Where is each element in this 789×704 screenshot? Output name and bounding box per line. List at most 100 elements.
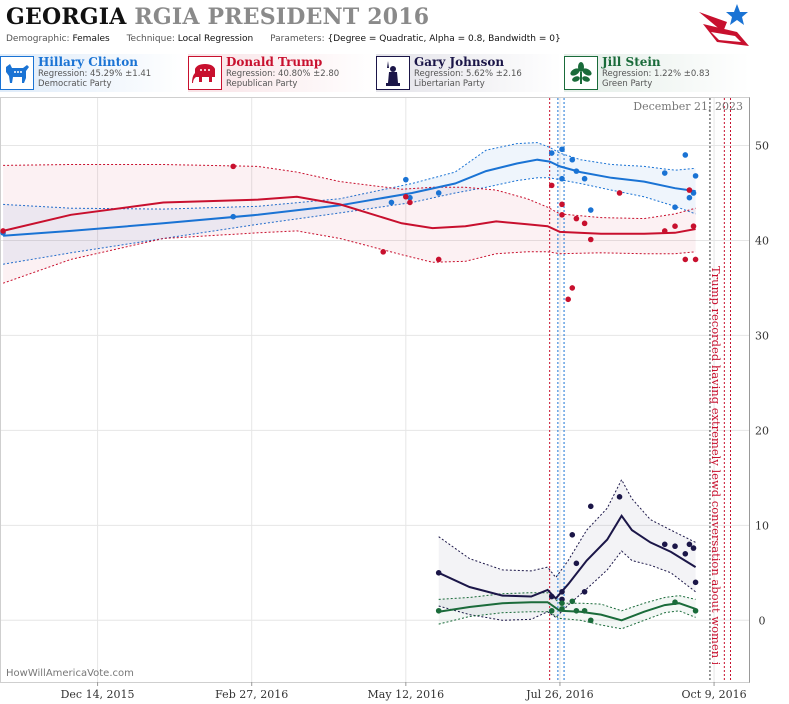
hillary-clinton-poll-point bbox=[435, 190, 442, 196]
gary-johnson-poll-point bbox=[435, 569, 442, 576]
hillary-clinton-trend-line bbox=[3, 158, 696, 237]
jill-stein-poll-point bbox=[559, 606, 565, 612]
hillary-clinton-poll-point bbox=[548, 150, 555, 156]
donald-trump-upper-bound bbox=[3, 164, 696, 220]
y-tick-label: 30 bbox=[755, 329, 769, 342]
donald-trump-confidence-band bbox=[3, 164, 696, 284]
gary-johnson-poll-point bbox=[581, 588, 588, 595]
donald-trump-lower-bound bbox=[2, 230, 696, 284]
watermark: HowWillAmericaVote.com bbox=[6, 668, 134, 679]
candidate-regression: Regression: 5.62% ±2.16 bbox=[414, 69, 522, 79]
candidate-regression: Regression: 45.29% ±1.41 bbox=[38, 69, 152, 79]
candidate-party: Green Party bbox=[602, 79, 653, 89]
donald-trump-poll-point bbox=[559, 201, 565, 208]
hillary-clinton-lower-bound bbox=[3, 177, 696, 265]
y-tick-label: 50 bbox=[755, 139, 769, 152]
donald-trump-poll-point bbox=[435, 256, 442, 263]
candidate-regression: Regression: 1.22% ±0.83 bbox=[602, 69, 710, 79]
candidate-clinton: Hillary Clinton Regression: 45.29% ±1.41… bbox=[0, 54, 186, 92]
state-name: GEORGIA bbox=[6, 4, 127, 30]
donald-trump-poll-point bbox=[587, 236, 594, 243]
donald-trump-poll-point bbox=[380, 249, 387, 255]
donald-trump-poll-point bbox=[616, 190, 623, 196]
hillary-clinton-poll-point bbox=[569, 156, 576, 163]
candidate-name: Jill Stein bbox=[602, 55, 661, 69]
donald-trump-poll-point bbox=[690, 223, 697, 229]
hillary-clinton-poll-point bbox=[559, 146, 565, 153]
gary-johnson-poll-point bbox=[587, 503, 594, 510]
jill-stein-poll-point bbox=[548, 607, 555, 614]
gary-johnson-poll-point bbox=[569, 532, 576, 538]
hillary-clinton-poll-point bbox=[661, 170, 668, 176]
hillary-clinton-poll-point bbox=[559, 175, 565, 182]
jill-stein-trend-line bbox=[438, 601, 696, 622]
candidate-party: Democratic Party bbox=[38, 79, 112, 89]
liberty-icon bbox=[376, 56, 410, 90]
gary-johnson-poll-point bbox=[672, 543, 678, 550]
gary-johnson-poll-point bbox=[686, 541, 693, 548]
gary-johnson-poll-point bbox=[690, 545, 697, 551]
donald-trump-poll-point bbox=[565, 296, 571, 303]
jill-stein-poll-point bbox=[587, 617, 594, 624]
donald-trump-poll-point bbox=[581, 220, 588, 227]
donald-trump-poll-point bbox=[0, 228, 6, 234]
candidate-name: Hillary Clinton bbox=[38, 55, 138, 69]
elephant-icon bbox=[188, 56, 222, 90]
donkey-icon bbox=[0, 56, 34, 90]
gary-johnson-poll-point bbox=[682, 551, 689, 557]
hillary-clinton-poll-point bbox=[403, 176, 409, 183]
x-tick-label: Dec 14, 2015 bbox=[61, 688, 135, 701]
leaf-icon bbox=[564, 56, 598, 90]
gary-johnson-poll-point bbox=[692, 579, 699, 586]
candidate-party: Republican Party bbox=[226, 79, 298, 89]
y-tick-label: 20 bbox=[755, 424, 769, 437]
candidate-name: Gary Johnson bbox=[414, 55, 505, 69]
page-title: GEORGIA RGIA PRESIDENT 2016 bbox=[6, 4, 429, 30]
jill-stein-upper-bound bbox=[438, 592, 696, 612]
candidate-legend: Hillary Clinton Regression: 45.29% ±1.41… bbox=[0, 54, 789, 92]
hillary-clinton-poll-point bbox=[672, 204, 678, 211]
gary-johnson-confidence-band bbox=[438, 479, 696, 621]
x-tick-label: May 12, 2016 bbox=[368, 688, 445, 701]
x-tick-label: Oct 9, 2016 bbox=[682, 688, 747, 701]
gary-johnson-upper-bound bbox=[438, 478, 696, 579]
gary-johnson-poll-point bbox=[661, 541, 668, 548]
technique-value: Local Regression bbox=[177, 34, 254, 44]
hillary-clinton-poll-point bbox=[230, 213, 237, 220]
hillary-clinton-poll-point bbox=[587, 207, 594, 213]
x-tick-label: Jul 26, 2016 bbox=[525, 688, 594, 701]
candidate-party: Libertarian Party bbox=[414, 79, 485, 89]
date-stamp: December 21, 2023 bbox=[633, 100, 743, 113]
donald-trump-poll-point bbox=[682, 256, 689, 263]
site-logo-icon bbox=[699, 4, 749, 46]
jill-stein-poll-point bbox=[559, 600, 565, 606]
gary-johnson-lower-bound bbox=[438, 550, 696, 621]
hillary-clinton-poll-point bbox=[692, 173, 699, 179]
hillary-clinton-upper-bound bbox=[3, 142, 696, 210]
jill-stein-lower-bound bbox=[438, 610, 696, 630]
hillary-clinton-poll-point bbox=[573, 168, 580, 174]
candidate-trump: Donald Trump Regression: 40.80% ±2.80 Re… bbox=[188, 54, 374, 92]
donald-trump-poll-point bbox=[548, 182, 555, 189]
donald-trump-poll-point bbox=[573, 215, 580, 222]
donald-trump-poll-point bbox=[230, 163, 237, 170]
demographic-value: Females bbox=[72, 34, 110, 44]
donald-trump-trend-line bbox=[2, 195, 696, 235]
demographic-label: Demographic: bbox=[6, 34, 70, 44]
gary-johnson-poll-point bbox=[548, 593, 555, 600]
hillary-clinton-poll-point bbox=[581, 175, 588, 182]
parameters-label: Parameters: bbox=[270, 34, 325, 44]
y-tick-label: 40 bbox=[755, 234, 769, 247]
parameters-value: {Degree = Quadratic, Alpha = 0.8, Bandwi… bbox=[327, 34, 561, 44]
y-tick-label: 10 bbox=[755, 519, 769, 532]
header: GEORGIA RGIA PRESIDENT 2016 Demographic:… bbox=[0, 0, 789, 50]
jill-stein-poll-point bbox=[435, 607, 442, 614]
candidate-stein: Jill Stein Regression: 1.22% ±0.83 Green… bbox=[564, 54, 750, 92]
gary-johnson-poll-point bbox=[573, 560, 580, 567]
candidate-johnson: Gary Johnson Regression: 5.62% ±2.16 Lib… bbox=[376, 54, 562, 92]
x-tick-label: Feb 27, 2016 bbox=[215, 688, 288, 701]
y-tick-label: 0 bbox=[759, 614, 766, 627]
candidate-name: Donald Trump bbox=[226, 55, 323, 69]
jill-stein-poll-point bbox=[581, 607, 588, 614]
